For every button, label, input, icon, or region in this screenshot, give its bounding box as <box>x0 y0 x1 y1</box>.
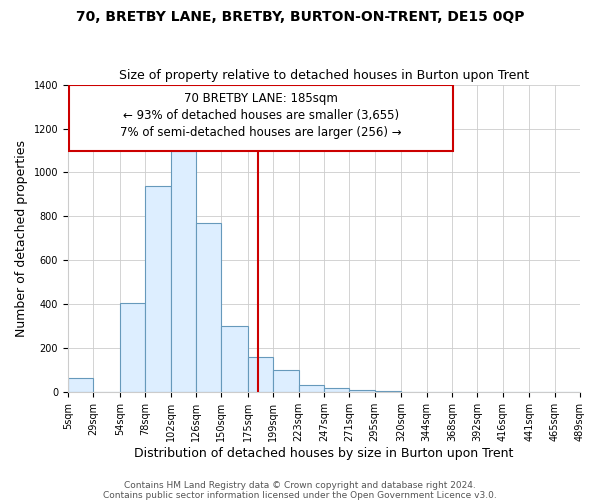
Text: Contains HM Land Registry data © Crown copyright and database right 2024.: Contains HM Land Registry data © Crown c… <box>124 480 476 490</box>
Text: Contains public sector information licensed under the Open Government Licence v3: Contains public sector information licen… <box>103 490 497 500</box>
Bar <box>248 357 273 392</box>
Bar <box>145 186 170 392</box>
Bar <box>120 304 145 392</box>
Bar <box>375 391 401 392</box>
Title: Size of property relative to detached houses in Burton upon Trent: Size of property relative to detached ho… <box>119 69 529 82</box>
X-axis label: Distribution of detached houses by size in Burton upon Trent: Distribution of detached houses by size … <box>134 447 514 460</box>
Bar <box>299 384 324 392</box>
Bar <box>349 390 375 392</box>
FancyBboxPatch shape <box>69 84 453 150</box>
Bar <box>273 370 299 392</box>
Bar <box>196 223 221 392</box>
Text: 70, BRETBY LANE, BRETBY, BURTON-ON-TRENT, DE15 0QP: 70, BRETBY LANE, BRETBY, BURTON-ON-TRENT… <box>76 10 524 24</box>
Bar <box>221 326 248 392</box>
Bar <box>324 388 349 392</box>
Bar <box>68 378 93 392</box>
Text: 70 BRETBY LANE: 185sqm
← 93% of detached houses are smaller (3,655)
7% of semi-d: 70 BRETBY LANE: 185sqm ← 93% of detached… <box>120 92 402 139</box>
Bar <box>170 150 196 392</box>
Y-axis label: Number of detached properties: Number of detached properties <box>15 140 28 337</box>
